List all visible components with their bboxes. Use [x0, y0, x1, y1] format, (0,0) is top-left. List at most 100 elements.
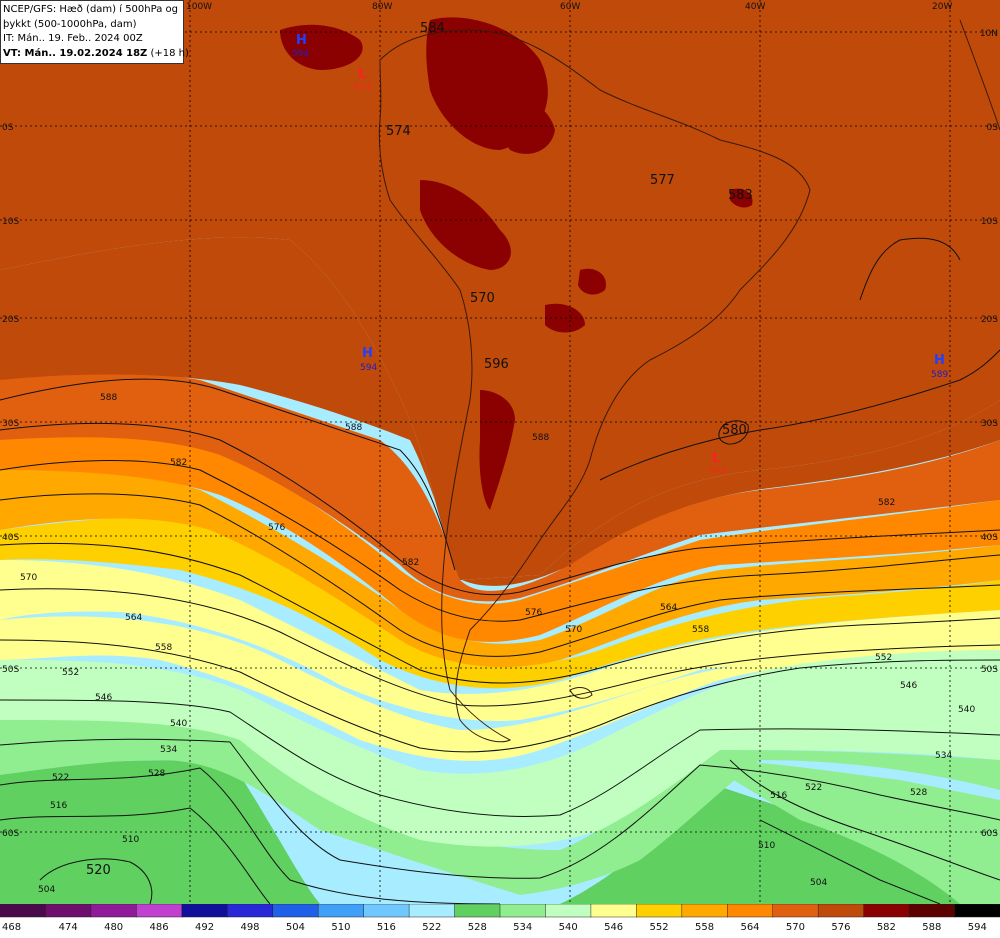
pressure-value: 589: [931, 370, 948, 380]
contour-label: 552: [875, 653, 892, 663]
legend-label: 498: [240, 922, 259, 933]
height-label: 577: [650, 173, 675, 188]
legend-swatch: [273, 904, 319, 917]
contour-label: 534: [935, 751, 952, 761]
contour-label: 558: [692, 625, 709, 635]
lon-label: 80W: [372, 2, 392, 12]
lat-label: 40S: [981, 533, 998, 543]
height-label: 520: [86, 863, 111, 878]
lat-label: 10S: [981, 217, 998, 227]
contour-label: 516: [770, 791, 787, 801]
lat-label: 30S: [2, 419, 19, 429]
legend-swatch: [682, 904, 728, 917]
contour-label: 528: [910, 788, 927, 798]
legend-label: 546: [604, 922, 623, 933]
contour-label: 588: [345, 423, 362, 433]
legend-swatch: [364, 904, 410, 917]
legend-label: 540: [559, 922, 578, 933]
lat-label: 50S: [981, 665, 998, 675]
legend-swatch: [773, 904, 819, 917]
contour-label: 540: [958, 705, 975, 715]
lat-label: 60S: [2, 829, 19, 839]
legend-swatch: [545, 904, 591, 917]
contour-label: 588: [532, 433, 549, 443]
contour-label: 546: [900, 681, 917, 691]
contour-label: 564: [660, 603, 677, 613]
contour-label: 528: [148, 769, 165, 779]
contour-label: 552: [62, 668, 79, 678]
legend-label: 516: [377, 922, 396, 933]
low-pressure-marker: L: [712, 451, 720, 466]
height-label: 570: [470, 291, 495, 306]
contour-label: 522: [805, 783, 822, 793]
lat-label: 10N: [980, 29, 998, 39]
lat-label: 20S: [981, 315, 998, 325]
height-label: 584: [420, 21, 445, 36]
legend-swatch: [136, 904, 182, 917]
legend-swatch: [91, 904, 137, 917]
high-pressure-marker: H: [934, 353, 945, 368]
legend-label: 492: [195, 922, 214, 933]
high-pressure-marker: H: [362, 346, 373, 361]
legend-label: 576: [831, 922, 850, 933]
lat-label: 40S: [2, 533, 19, 543]
legend-swatch: [0, 904, 46, 917]
height-label: 580: [722, 423, 747, 438]
legend-label: 528: [468, 922, 487, 933]
contour-label: 540: [170, 719, 187, 729]
legend-swatch: [409, 904, 455, 917]
info-title: NCEP/GFS: Hæð (dam) í 500hPa og: [3, 3, 181, 18]
contour-label: 510: [122, 835, 139, 845]
valid-time-value: VT: Mán.. 19.02.2024 18Z: [3, 48, 147, 59]
lon-label: 20W: [932, 2, 952, 12]
lon-label: 40W: [745, 2, 765, 12]
legend-swatch: [227, 904, 273, 917]
contour-label: 582: [402, 558, 419, 568]
legend-swatch: [182, 904, 228, 917]
lat-label: 0S: [2, 123, 14, 133]
legend-swatch: [818, 904, 864, 917]
legend-label: 582: [877, 922, 896, 933]
lon-label: 100W: [186, 2, 212, 12]
legend-swatch: [727, 904, 773, 917]
high-pressure-marker: H: [296, 33, 307, 48]
contour-label: 534: [160, 745, 177, 755]
contour-label: 576: [525, 608, 542, 618]
legend-label: 570: [786, 922, 805, 933]
legend-label: 594: [968, 922, 987, 933]
info-valid-time: VT: Mán.. 19.02.2024 18Z (+18 h): [3, 47, 181, 62]
legend-swatch: [636, 904, 682, 917]
valid-time-offset: (+18 h): [151, 48, 189, 59]
lon-label: 60W: [560, 2, 580, 12]
legend-swatch: [955, 904, 1000, 917]
info-init-time: IT: Mán.. 19. Feb.. 2024 00Z: [3, 32, 181, 47]
legend-label: 558: [695, 922, 714, 933]
legend-label: 510: [331, 922, 350, 933]
lat-label: 0S: [987, 123, 999, 133]
contour-label: 576: [268, 523, 285, 533]
height-label: 583: [728, 188, 753, 203]
contour-label: 504: [810, 878, 827, 888]
legend-label: 564: [740, 922, 759, 933]
contour-label: 582: [170, 458, 187, 468]
info-box: NCEP/GFS: Hæð (dam) í 500hPa og þykkt (5…: [0, 0, 184, 64]
legend-swatch: [864, 904, 910, 917]
pressure-value: 594: [360, 363, 377, 373]
info-subtitle: þykkt (500-1000hPa, dam): [3, 18, 181, 33]
lat-label: 50S: [2, 665, 19, 675]
lat-label: 10S: [2, 217, 19, 227]
legend-label: 474: [59, 922, 78, 933]
contour-label: 504: [38, 885, 55, 895]
legend-label: 486: [150, 922, 169, 933]
height-label: 596: [484, 357, 509, 372]
contour-label: 516: [50, 801, 67, 811]
map-canvas: 588 582 576 570 564 558 552 546 540 534 …: [0, 0, 1000, 904]
legend-label: 504: [286, 922, 305, 933]
contour-label: 588: [100, 393, 117, 403]
contour-label: 546: [95, 693, 112, 703]
legend-label: 468: [2, 922, 21, 933]
color-legend: 468 474 480 486 492 498 504 510 516 522 528 534 540 5…: [0, 904, 1000, 934]
pressure-value: 573: [354, 83, 371, 93]
contour-label: 558: [155, 643, 172, 653]
contour-label: 570: [20, 573, 37, 583]
